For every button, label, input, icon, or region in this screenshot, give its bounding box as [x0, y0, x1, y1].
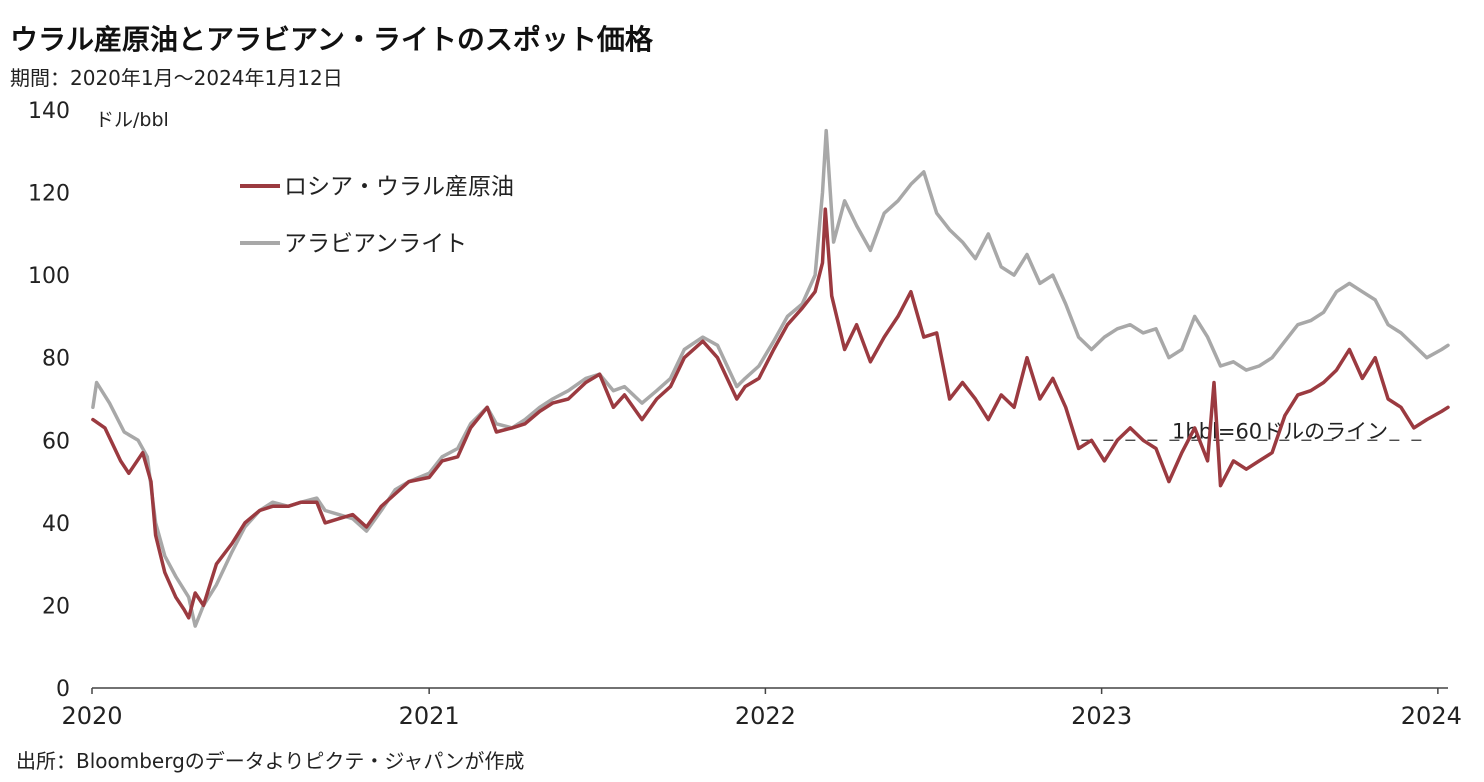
chart-title: ウラル産原油とアラビアン・ライトのスポット価格 [10, 23, 653, 56]
x-tick-label: 2023 [1071, 702, 1132, 730]
y-tick-label: 0 [56, 677, 70, 702]
x-tick-label: 2024 [1401, 702, 1462, 730]
x-tick-label: 2022 [735, 702, 796, 730]
y-tick-label: 80 [42, 347, 70, 372]
y-tick-label: 140 [28, 99, 70, 124]
x-tick-label: 2021 [399, 702, 460, 730]
series-line-arabian-light [91, 128, 1450, 628]
y-tick-label: 20 [42, 594, 70, 619]
x-tick-label: 2020 [61, 702, 122, 730]
series-lines [91, 128, 1450, 628]
source-note: 出所：Bloombergのデータよりピクテ・ジャパンが作成 [16, 749, 525, 773]
y-axis-label: ドル/bbl [95, 109, 169, 131]
chart-subtitle: 期間：2020年1月～2024年1月12日 [10, 66, 343, 90]
series-line-urals [91, 207, 1450, 620]
y-tick-label: 100 [28, 264, 70, 289]
y-tick-label: 60 [42, 429, 70, 454]
y-tick-label: 40 [42, 512, 70, 537]
legend-label: ロシア・ウラル産原油 [284, 174, 514, 200]
y-axis-ticks: 0 20 40 60 80 100 120 140 [28, 99, 70, 702]
legend-label: アラビアンライト [284, 231, 467, 257]
y-tick-label: 120 [28, 182, 70, 207]
x-axis: 2020 2021 2022 2023 2024 [61, 687, 1462, 730]
